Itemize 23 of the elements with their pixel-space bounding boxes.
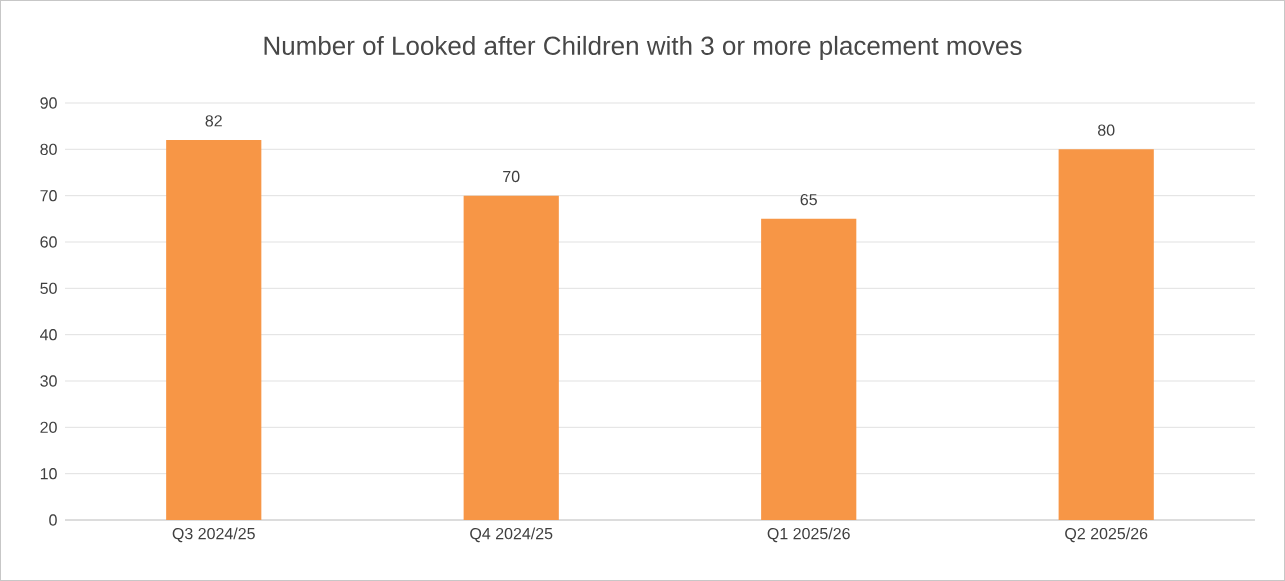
bar bbox=[1058, 149, 1154, 520]
x-tick-label: Q2 2025/26 bbox=[1065, 527, 1148, 543]
y-tick-label: 70 bbox=[40, 190, 57, 202]
x-tick-label: Q4 2024/25 bbox=[470, 527, 553, 543]
y-tick-label: 40 bbox=[40, 329, 57, 341]
y-tick-label: 10 bbox=[40, 468, 57, 480]
data-label: 65 bbox=[800, 193, 817, 206]
y-tick-label: 50 bbox=[40, 282, 57, 294]
data-label: 80 bbox=[1098, 124, 1115, 136]
data-label: 82 bbox=[205, 115, 222, 127]
bar bbox=[463, 195, 559, 520]
y-tick-label: 80 bbox=[40, 143, 57, 155]
data-label: 70 bbox=[503, 170, 520, 183]
y-tick-label: 20 bbox=[40, 421, 57, 433]
y-tick-label: 90 bbox=[40, 97, 57, 109]
bar bbox=[761, 218, 857, 520]
bar bbox=[166, 140, 262, 520]
y-tick-label: 0 bbox=[49, 514, 57, 526]
x-tick-label: Q3 2024/25 bbox=[172, 527, 255, 543]
y-tick-label: 60 bbox=[40, 236, 57, 248]
chart-title: Number of Looked after Children with 3 or more placement moves bbox=[264, 35, 1022, 61]
y-tick-label: 30 bbox=[40, 375, 57, 387]
x-tick-label: Q1 2025/26 bbox=[767, 527, 850, 543]
